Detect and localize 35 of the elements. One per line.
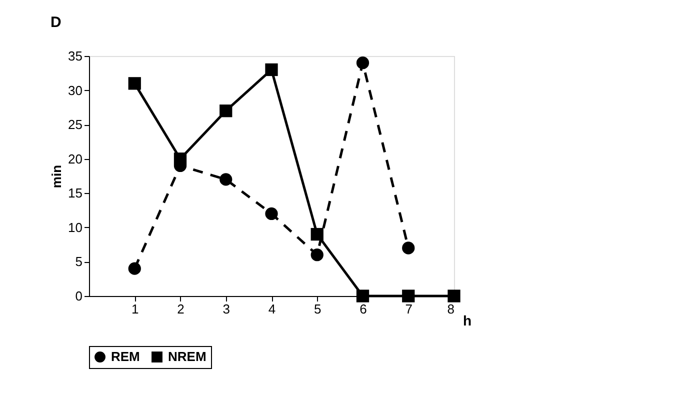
y-tick-label: 30: [68, 82, 82, 98]
point: [310, 228, 324, 241]
x-tick-label: 3: [222, 302, 230, 316]
y-tick-label: 25: [68, 117, 82, 132]
x-axis-title: h: [462, 312, 472, 328]
y-tick-label: 15: [68, 186, 82, 201]
point: [402, 290, 415, 302]
point: [448, 290, 460, 302]
y-tick-label: 35: [68, 48, 82, 64]
x-tick-label: 1: [132, 302, 139, 316]
x-tick-label: 5: [314, 302, 322, 316]
point: [265, 207, 278, 220]
y-tick-label: 10: [68, 220, 82, 235]
point: [265, 63, 278, 76]
x-tick-label: 2: [177, 302, 184, 316]
y-tick-label: 20: [68, 151, 82, 166]
point: [128, 77, 141, 90]
legend-label: REM: [111, 349, 140, 364]
point: [174, 152, 187, 166]
point: [310, 248, 324, 262]
point: [356, 290, 370, 302]
x-tick-label: 8: [447, 302, 454, 316]
x-tick-label: 6: [360, 302, 367, 316]
y-tick-label: 5: [75, 254, 82, 270]
y-axis-title: min: [49, 164, 64, 188]
chart-title: D: [50, 14, 62, 31]
point: [220, 104, 232, 118]
x-tick-label: 4: [268, 302, 276, 316]
point: [402, 242, 415, 254]
point: [128, 262, 141, 275]
point: [356, 56, 370, 70]
legend-label: NREM: [168, 349, 206, 364]
x-tick-label: 7: [405, 302, 412, 316]
y-tick-label: 0: [75, 288, 82, 304]
point: [220, 173, 232, 186]
